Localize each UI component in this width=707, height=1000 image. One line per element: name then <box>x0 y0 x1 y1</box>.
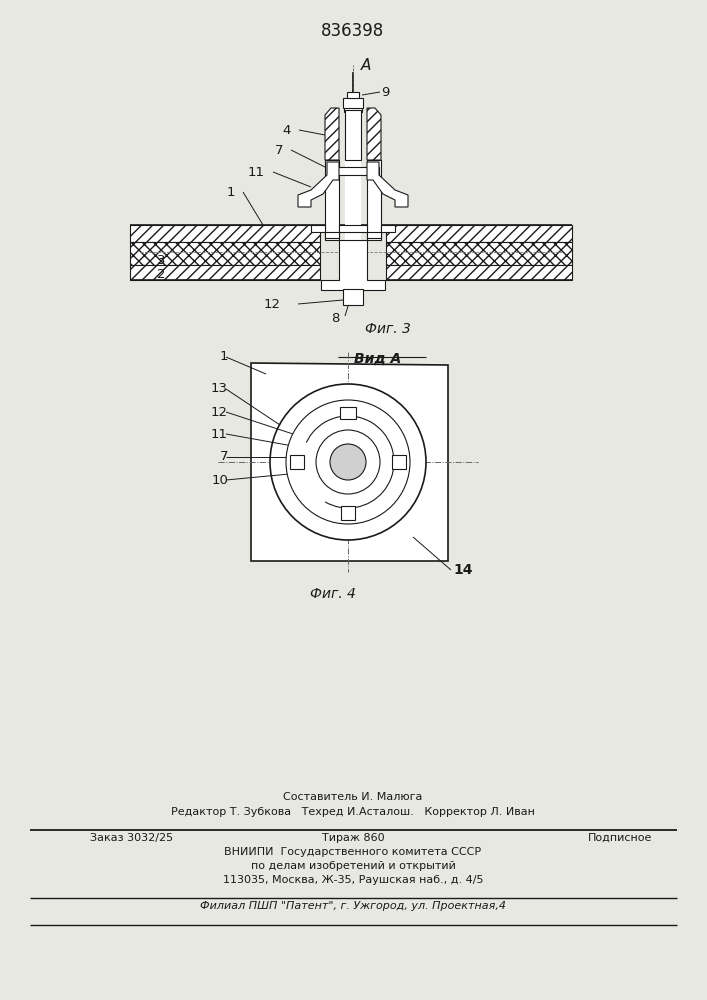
Text: 4: 4 <box>283 123 291 136</box>
Circle shape <box>286 400 410 524</box>
Text: 13: 13 <box>211 382 228 395</box>
Text: Заказ 3032/25: Заказ 3032/25 <box>90 833 173 843</box>
Text: 7: 7 <box>219 450 228 464</box>
Bar <box>343 289 363 305</box>
Polygon shape <box>367 162 408 207</box>
Bar <box>290 455 304 469</box>
Text: 9: 9 <box>381 86 390 99</box>
Text: 10: 10 <box>211 474 228 487</box>
Text: Редактор Т. Зубкова   Техред И.Асталош.   Корректор Л. Иван: Редактор Т. Зубкова Техред И.Асталош. Ко… <box>171 807 535 817</box>
Polygon shape <box>325 108 339 160</box>
Text: Филиал ПШП "Патент", г. Ужгород, ул. Проектная,4: Филиал ПШП "Патент", г. Ужгород, ул. Про… <box>200 901 506 911</box>
Polygon shape <box>386 242 572 265</box>
Bar <box>347 92 359 98</box>
Polygon shape <box>251 363 448 561</box>
Bar <box>343 98 363 108</box>
Text: 1: 1 <box>219 351 228 363</box>
Text: Составитель И. Малюга: Составитель И. Малюга <box>284 792 423 802</box>
Text: 113035, Москва, Ж-35, Раушская наб., д. 4/5: 113035, Москва, Ж-35, Раушская наб., д. … <box>223 875 484 885</box>
Text: Фиг. 3: Фиг. 3 <box>365 322 411 336</box>
Text: 11: 11 <box>248 165 265 178</box>
Text: ВНИИПИ  Государственного комитета СССР: ВНИИПИ Государственного комитета СССР <box>224 847 481 857</box>
Text: Тираж 860: Тираж 860 <box>322 833 385 843</box>
Polygon shape <box>311 225 395 238</box>
Text: 11: 11 <box>211 428 228 440</box>
Polygon shape <box>130 225 320 242</box>
Bar <box>327 167 379 175</box>
Circle shape <box>330 444 366 480</box>
Polygon shape <box>367 160 381 240</box>
Polygon shape <box>321 240 385 290</box>
Bar <box>345 110 361 160</box>
Bar <box>344 104 362 112</box>
Text: 2: 2 <box>156 268 165 282</box>
Circle shape <box>270 384 426 540</box>
Polygon shape <box>130 265 320 280</box>
Text: Вид А: Вид А <box>354 352 402 366</box>
Polygon shape <box>298 162 339 207</box>
Bar <box>341 506 355 520</box>
Text: 12: 12 <box>211 406 228 418</box>
Circle shape <box>316 430 380 494</box>
Text: 1: 1 <box>226 186 235 198</box>
Bar <box>345 105 361 305</box>
Text: Подписное: Подписное <box>588 833 652 843</box>
Text: 12: 12 <box>264 298 281 310</box>
Bar <box>340 407 356 419</box>
Text: 7: 7 <box>274 143 283 156</box>
Polygon shape <box>386 225 572 242</box>
Polygon shape <box>367 108 381 160</box>
Text: А: А <box>361 57 371 73</box>
Text: 836398: 836398 <box>322 22 385 40</box>
Text: 8: 8 <box>331 312 339 324</box>
Text: 14: 14 <box>453 563 472 577</box>
Polygon shape <box>386 265 572 280</box>
Polygon shape <box>325 160 339 240</box>
Text: Фиг. 4: Фиг. 4 <box>310 587 356 601</box>
Bar <box>392 455 406 469</box>
Polygon shape <box>130 242 320 265</box>
Text: по делам изобретений и открытий: по делам изобретений и открытий <box>250 861 455 871</box>
Text: 3: 3 <box>156 253 165 266</box>
